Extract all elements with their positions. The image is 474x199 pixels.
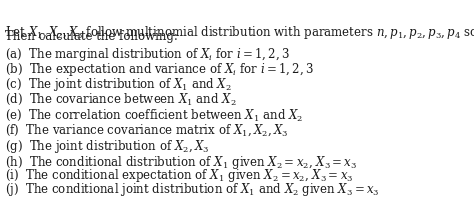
Text: (h)  The conditional distribution of $X_1$ given $X_2 = x_2$, $X_3 = x_3$: (h) The conditional distribution of $X_1…	[5, 154, 357, 171]
Text: (a)  The marginal distribution of $X_i$ for $i = 1, 2, 3$: (a) The marginal distribution of $X_i$ f…	[5, 46, 290, 63]
Text: Let $X_1, X_2, X_3$ follow multinomial distribution with parameters $n, p_1, p_2: Let $X_1, X_2, X_3$ follow multinomial d…	[5, 14, 474, 51]
Text: (d)  The covariance between $X_1$ and $X_2$: (d) The covariance between $X_1$ and $X_…	[5, 92, 237, 107]
Text: (b)  The expectation and variance of $X_i$ for $i = 1, 2, 3$: (b) The expectation and variance of $X_i…	[5, 61, 314, 78]
Text: (e)  The correlation coefficient between $X_1$ and $X_2$: (e) The correlation coefficient between …	[5, 107, 303, 123]
Text: (g)  The joint distribution of $X_2, X_3$: (g) The joint distribution of $X_2, X_3$	[5, 138, 210, 155]
Text: (j)  The conditional joint distribution of $X_1$ and $X_2$ given $X_3 = x_3$: (j) The conditional joint distribution o…	[5, 181, 380, 198]
Text: Then calculate the following:: Then calculate the following:	[5, 30, 178, 43]
Text: (i)  The conditional expectation of $X_1$ given $X_2 = x_2$, $X_3 = x_3$: (i) The conditional expectation of $X_1$…	[5, 167, 354, 184]
Text: (f)  The variance covariance matrix of $X_1, X_2, X_3$: (f) The variance covariance matrix of $X…	[5, 123, 288, 138]
Text: (c)  The joint distribution of $X_1$ and $X_2$: (c) The joint distribution of $X_1$ and …	[5, 76, 232, 93]
